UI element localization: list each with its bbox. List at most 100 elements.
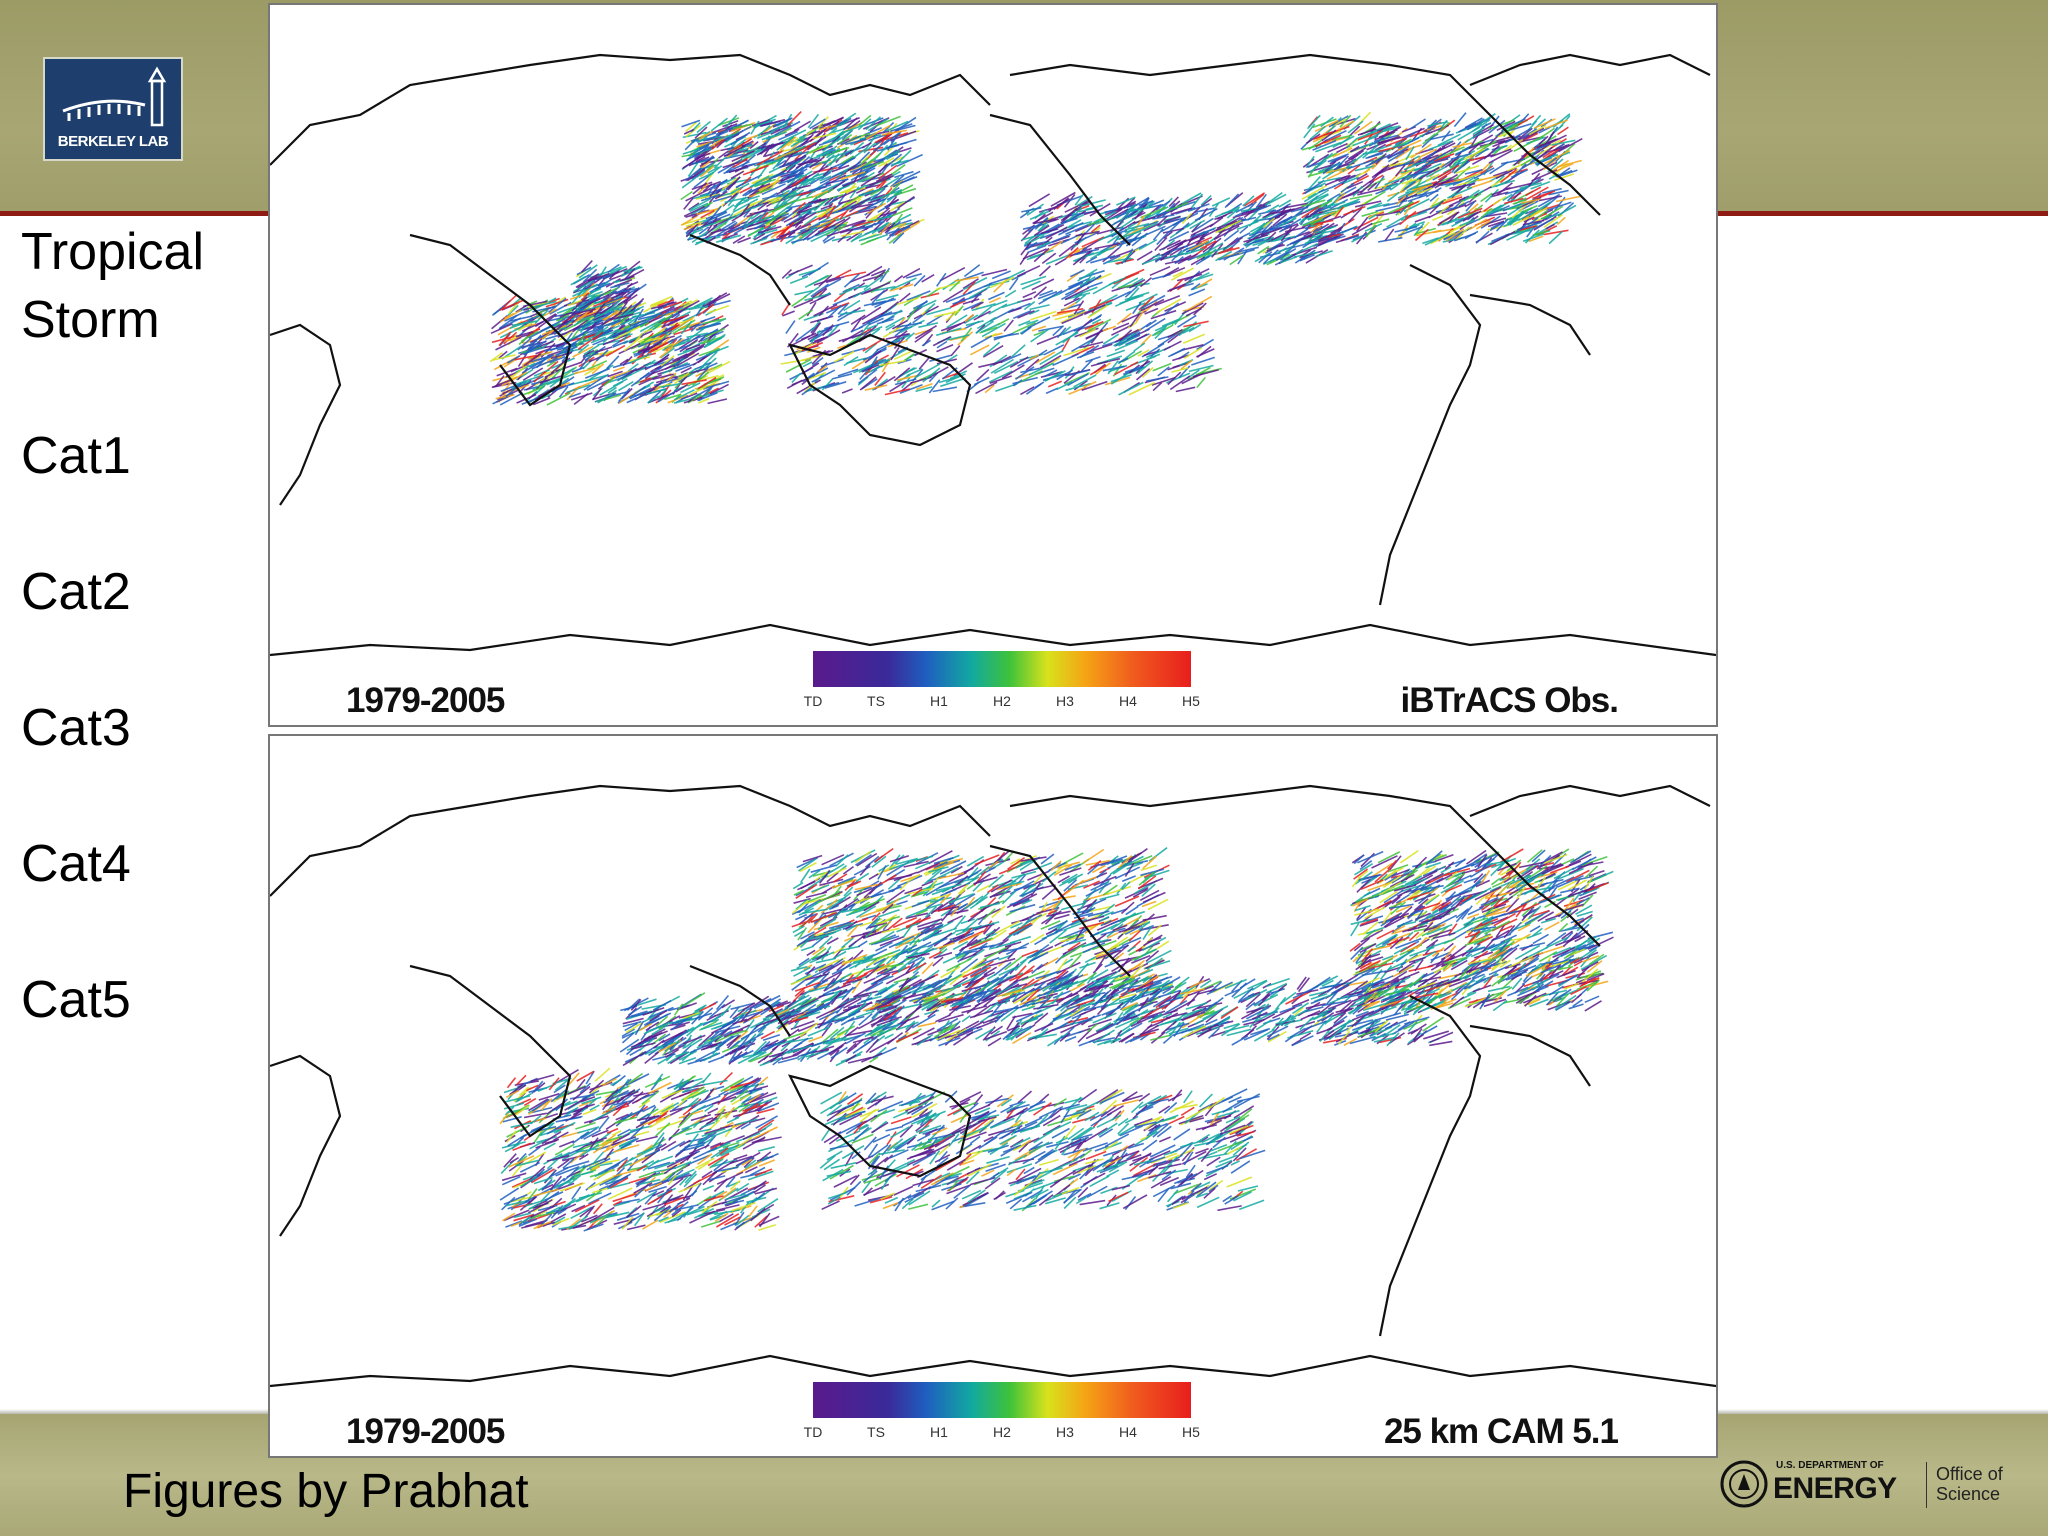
storm-track-segment <box>854 184 867 192</box>
storm-track-segment <box>1102 884 1118 896</box>
label-cat3: Cat3 <box>21 699 131 757</box>
storm-track-segment <box>1262 257 1277 266</box>
storm-track-segment <box>1021 970 1046 982</box>
storm-track-segment <box>1446 228 1465 242</box>
storm-track-segment <box>1418 184 1436 199</box>
storm-track-segment <box>717 117 740 127</box>
storm-track-segment <box>654 382 672 390</box>
storm-track-segment <box>1033 218 1057 225</box>
storm-track-segment <box>781 269 793 279</box>
storm-track-segment <box>1119 329 1133 342</box>
storm-track-segment <box>849 163 873 173</box>
storm-track-segment <box>765 131 787 140</box>
storm-track-segment <box>1010 1027 1023 1041</box>
storm-track-segment <box>1303 123 1316 139</box>
storm-track-segment <box>1304 234 1328 245</box>
storm-track-segment <box>1114 895 1140 908</box>
storm-track-segment <box>584 349 599 358</box>
storm-track-segment <box>1477 174 1503 182</box>
storm-track-segment <box>1300 216 1310 223</box>
storm-track-segment <box>1423 150 1437 162</box>
storm-track-segment <box>843 117 858 131</box>
storm-track-segment <box>1473 167 1495 180</box>
storm-track-segment <box>1527 217 1539 226</box>
storm-track-segment <box>1194 207 1215 213</box>
storm-track-segment <box>865 134 877 149</box>
storm-track-segment <box>648 340 667 352</box>
storm-track-segment <box>1126 203 1137 213</box>
storm-track-segment <box>859 376 877 391</box>
storm-track-segment <box>926 313 944 326</box>
storm-track-segment <box>807 333 819 341</box>
storm-track-segment <box>841 388 853 394</box>
storm-track-segment <box>1087 859 1102 871</box>
storm-track-segment <box>1196 348 1215 358</box>
storm-track-segment <box>928 379 941 394</box>
storm-track-segment <box>556 305 576 314</box>
storm-track-segment <box>1389 175 1411 191</box>
storm-track-segment <box>1007 269 1026 280</box>
storm-track-segment <box>1524 229 1540 244</box>
storm-track-segment <box>1306 114 1321 130</box>
storm-track-segment <box>634 315 658 329</box>
storm-track-segment <box>854 967 866 979</box>
storm-track-segment <box>810 911 837 923</box>
storm-track-segment <box>802 361 813 368</box>
storm-track-segment <box>776 138 792 151</box>
storm-track-segment <box>991 905 1006 919</box>
storm-track-segment <box>1421 125 1437 138</box>
storm-track-segment <box>828 149 853 160</box>
storm-track-segment <box>732 235 746 244</box>
storm-track-segment <box>875 173 893 183</box>
storm-track-segment <box>1063 297 1080 307</box>
storm-track-segment <box>705 345 729 356</box>
storm-track-segment <box>1018 320 1031 327</box>
storm-track-segment <box>1000 353 1022 364</box>
storm-track-segment <box>1114 328 1139 343</box>
storm-track-segment <box>651 364 676 375</box>
storm-track-segment <box>966 933 980 946</box>
storm-track-segment <box>1245 993 1261 1008</box>
storm-track-segment <box>803 286 820 298</box>
storm-track-segment <box>792 882 804 890</box>
storm-track-segment <box>1067 877 1078 884</box>
storm-track-segment <box>1040 853 1055 865</box>
storm-track-segment <box>686 168 706 182</box>
storm-track-segment <box>808 198 829 204</box>
storm-track-segment <box>659 310 670 319</box>
storm-track-segment <box>863 901 880 912</box>
storm-track-segment <box>1145 319 1157 328</box>
storm-track-segment <box>681 119 701 128</box>
storm-track-segment <box>517 337 532 351</box>
storm-track-segment <box>1070 994 1095 1006</box>
storm-track-segment <box>618 381 634 392</box>
tick-label: TS <box>867 693 885 709</box>
storm-track-segment <box>1533 209 1548 221</box>
storm-track-segment <box>796 134 807 142</box>
storm-track-segment <box>1084 320 1104 330</box>
storm-track-segment <box>506 304 519 317</box>
storm-track-segment <box>842 974 854 988</box>
storm-track-segment <box>1079 341 1104 349</box>
storm-track-segment <box>819 175 832 182</box>
storm-track-segment <box>757 228 778 236</box>
storm-track-segment <box>856 973 867 981</box>
storm-track-segment <box>1033 286 1047 299</box>
storm-track-segment <box>551 382 575 393</box>
storm-track-segment <box>821 854 845 866</box>
storm-track-segment <box>1365 152 1384 160</box>
storm-track-segment <box>1483 144 1501 160</box>
storm-track-segment <box>814 188 834 200</box>
storm-track-segment <box>1350 174 1370 186</box>
storm-track-segment <box>945 291 972 304</box>
storm-track-segment <box>1168 196 1179 207</box>
storm-track-segment <box>689 202 709 213</box>
storm-track-segment <box>891 164 906 175</box>
storm-track-segment <box>1548 230 1563 245</box>
storm-track-segment <box>1124 285 1138 298</box>
storm-track-segment <box>1000 1007 1019 1022</box>
storm-track-segment <box>893 337 905 349</box>
storm-track-segment <box>1185 271 1210 285</box>
storm-track-segment <box>584 364 601 376</box>
storm-track-segment <box>853 287 872 298</box>
